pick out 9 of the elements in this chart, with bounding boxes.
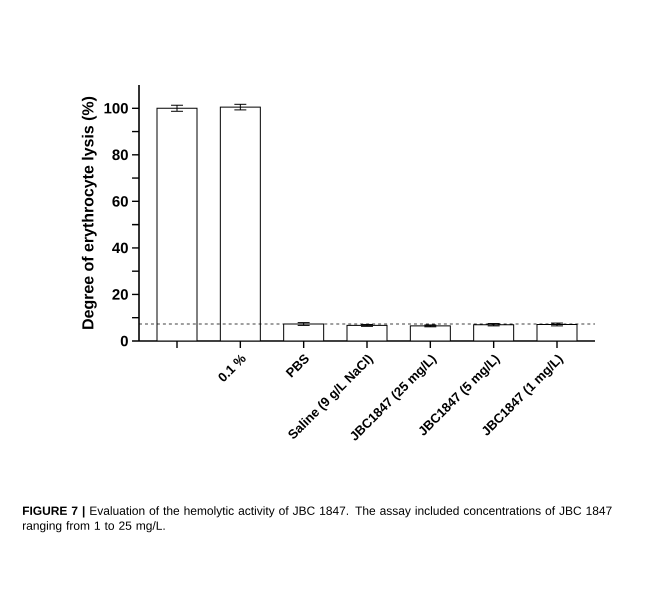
y-tick-label: 20 <box>112 289 128 300</box>
text: FIGURE 7 | Evaluation of the hemolytic activity of JBC 1847. The assay included concentrations of JBC 1847 ranging from 1 to 25 mg/L. <box>22 506 612 532</box>
y-tick-label: 80 <box>112 150 128 160</box>
y-axis-title: Degree of erythrocyte lysis (%) <box>82 96 97 329</box>
y-tick-label: 40 <box>112 242 128 254</box>
x-tick-label: 0.1 % <box>218 354 246 382</box>
y-tick-label: 60 <box>112 196 128 207</box>
y-tick-label: 0 <box>120 336 128 346</box>
y-tick-label: 100 <box>104 102 128 114</box>
